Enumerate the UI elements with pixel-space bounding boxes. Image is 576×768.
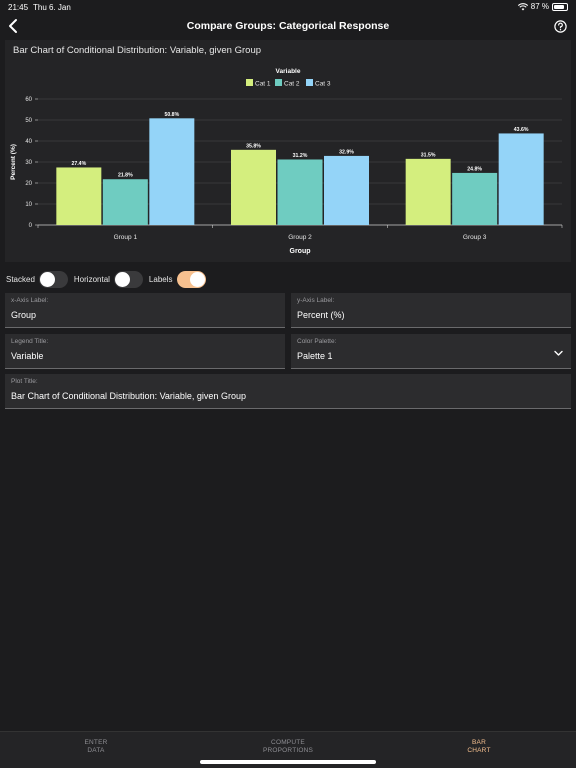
navigation-bar: Compare Groups: Categorical Response <box>0 14 576 38</box>
status-time: 21:45 <box>8 3 29 12</box>
y-tick-label: 0 <box>29 223 33 229</box>
wifi-icon <box>517 2 528 10</box>
y-tick-label: 60 <box>25 97 32 103</box>
tab-label-line2: PROPORTIONS <box>262 747 314 754</box>
x-axis-label: Group <box>290 248 311 255</box>
home-indicator <box>200 760 376 764</box>
plot-title-field[interactable]: Plot Title: Bar Chart of Conditional Dis… <box>5 374 571 409</box>
legend-label: Cat 1 <box>255 81 271 88</box>
battery-icon <box>552 2 568 11</box>
tab-label-line2: CHART <box>467 747 491 754</box>
tab-label-line1: ENTER <box>84 739 108 746</box>
labels-label: Labels <box>148 274 173 284</box>
legend-swatch <box>246 79 253 86</box>
field-label: x-Axis Label: <box>11 297 49 304</box>
bar <box>324 155 369 225</box>
bar <box>277 159 323 225</box>
y-tick-label: 50 <box>25 118 32 124</box>
legend-swatch <box>275 79 282 86</box>
chart-card: Bar Chart of Conditional Distribution: V… <box>5 40 571 262</box>
bar-data-label: 50.8% <box>164 112 179 118</box>
tab-bar-chart[interactable]: BAR CHART <box>429 739 529 755</box>
horizontal-label: Horizontal <box>73 274 110 284</box>
color-palette-select[interactable]: Color Palette: Palette 1 <box>291 334 571 369</box>
labels-toggle[interactable] <box>176 270 206 288</box>
status-indicators: 87 % <box>517 2 568 11</box>
field-value: Group <box>11 310 37 320</box>
bar-data-label: 27.4% <box>71 161 86 167</box>
x-tick-label: Group 2 <box>288 234 312 241</box>
status-date: Thu 6. Jan <box>33 3 71 12</box>
bar <box>452 172 498 225</box>
bar <box>231 149 276 225</box>
y-tick-label: 40 <box>25 139 32 145</box>
y-tick-label: 30 <box>25 160 32 166</box>
back-chevron-icon[interactable] <box>6 16 22 36</box>
bar-data-label: 43.6% <box>514 127 529 133</box>
field-value: Percent (%) <box>297 310 345 320</box>
field-value: Bar Chart of Conditional Distribution: V… <box>11 391 246 401</box>
toggle-knob <box>189 271 205 287</box>
tab-bar: ENTER DATA COMPUTE PROPORTIONS BAR CHART <box>0 731 576 768</box>
x-tick-label: Group 1 <box>114 234 138 241</box>
legend-title-field[interactable]: Legend Title: Variable <box>5 334 285 369</box>
battery-percent: 87 % <box>530 2 549 11</box>
tab-enter-data[interactable]: ENTER DATA <box>46 739 146 755</box>
tab-compute-proportions[interactable]: COMPUTE PROPORTIONS <box>238 739 338 755</box>
bar <box>56 167 102 225</box>
bar <box>149 118 195 225</box>
x-axis-label-field[interactable]: x-Axis Label: Group <box>5 293 285 328</box>
legend-label: Cat 2 <box>284 81 300 88</box>
legend-swatch <box>306 79 313 86</box>
chart-title: Bar Chart of Conditional Distribution: V… <box>13 45 262 56</box>
y-tick-label: 10 <box>25 202 32 208</box>
bar-data-label: 31.2% <box>293 153 308 159</box>
bar-data-label: 24.8% <box>467 166 482 172</box>
x-tick-label: Group 3 <box>463 234 487 241</box>
help-icon[interactable] <box>554 20 567 33</box>
horizontal-toggle[interactable] <box>113 270 143 288</box>
chevron-down-icon <box>554 350 563 356</box>
y-tick-label: 20 <box>25 181 32 187</box>
legend-title: Variable <box>276 68 301 75</box>
bar-data-label: 35.8% <box>246 143 261 149</box>
chart-options: Stacked Horizontal Labels <box>6 269 212 289</box>
tab-label-line1: BAR <box>472 739 486 746</box>
legend-label: Cat 3 <box>315 81 331 88</box>
tab-label-line1: COMPUTE <box>271 739 305 746</box>
status-bar: 21:45 Thu 6. Jan 87 % <box>0 0 576 14</box>
toggle-knob <box>114 271 130 287</box>
stacked-label: Stacked <box>6 274 35 284</box>
page-title: Compare Groups: Categorical Response <box>186 20 390 32</box>
bar <box>405 158 451 225</box>
field-value: Palette 1 <box>297 351 333 361</box>
bar-chart: Variable Cat 1 Cat 2 Cat 3 0 10 20 30 40 50 60 Perc… <box>10 68 563 255</box>
y-axis-label: Percent (%) <box>10 144 17 180</box>
field-label: Legend Title: <box>11 338 49 345</box>
bar <box>498 133 544 225</box>
bar-data-label: 32.9% <box>339 149 354 155</box>
stacked-toggle[interactable] <box>38 270 68 288</box>
battery-level <box>554 4 565 9</box>
field-value: Variable <box>11 351 44 361</box>
field-label: y-Axis Label: <box>297 297 335 304</box>
field-label: Color Palette: <box>297 338 337 345</box>
bar <box>102 179 148 225</box>
y-axis-label-field[interactable]: y-Axis Label: Percent (%) <box>291 293 571 328</box>
bar-data-label: 31.5% <box>421 152 436 158</box>
toggle-knob <box>39 271 55 287</box>
bar-data-label: 21.8% <box>118 173 133 179</box>
field-label: Plot Title: <box>11 378 38 385</box>
tab-label-line2: DATA <box>87 747 105 754</box>
